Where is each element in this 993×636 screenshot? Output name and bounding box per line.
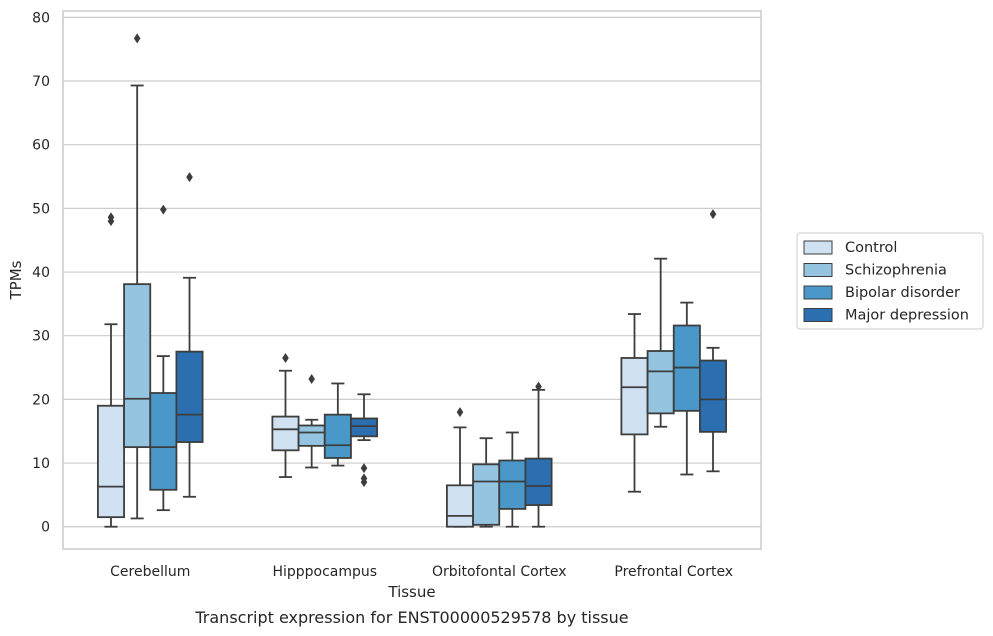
chart-caption: Transcript expression for ENST0000052957…	[194, 608, 628, 627]
box-iqr	[472, 463, 501, 526]
box-iqr	[350, 417, 378, 438]
box-iqr	[524, 457, 553, 506]
box-group	[271, 352, 300, 478]
x-tick-label: Cerebellum	[110, 564, 190, 580]
y-tick-label: 70	[32, 74, 50, 90]
y-tick-label: 60	[32, 138, 50, 154]
legend: Control Schizophrenia Bipolar disorder Majo…	[796, 232, 984, 330]
plot-area-frame	[62, 10, 762, 550]
box-group	[472, 437, 501, 528]
box-iqr	[97, 404, 125, 519]
box-iqr	[646, 350, 675, 415]
y-axis-label: TPMs	[7, 260, 25, 300]
box-iqr	[620, 357, 649, 436]
outlier-marker	[360, 463, 368, 474]
box-group	[672, 301, 701, 476]
box-group	[445, 407, 474, 528]
y-tick-label: 30	[32, 329, 50, 345]
outlier-marker	[709, 209, 717, 220]
y-tick-label: 40	[32, 265, 50, 281]
box-iqr	[297, 424, 326, 447]
legend-frame	[796, 232, 984, 330]
legend-label: Schizophrenia	[845, 263, 947, 279]
x-axis-ticks: Cerebellum Hipppocampus Orbitofontal Corte…	[110, 564, 733, 580]
outlier-marker	[282, 352, 289, 363]
box-group	[297, 374, 326, 469]
y-tick-label: 20	[32, 392, 50, 408]
box-group	[524, 381, 553, 528]
box-iqr	[323, 413, 352, 459]
outlier-marker	[360, 473, 368, 484]
box-iqr	[699, 359, 727, 433]
outlier-marker	[160, 204, 167, 215]
box-group	[323, 382, 352, 467]
outlier-marker	[456, 407, 464, 418]
outlier-marker	[107, 212, 115, 223]
legend-label: Bipolar disorder	[845, 285, 960, 301]
outlier-marker	[186, 172, 193, 183]
box-group	[350, 393, 378, 488]
box-group	[699, 209, 727, 473]
box-group	[498, 431, 527, 528]
box-iqr	[175, 350, 204, 443]
box-group	[149, 204, 178, 512]
x-tick-label: Hipppocampus	[272, 564, 377, 580]
box-iqr	[498, 459, 527, 510]
legend-label: Major depression	[845, 308, 969, 324]
legend-swatch	[803, 308, 833, 322]
y-tick-label: 0	[41, 520, 50, 536]
box-group	[123, 33, 152, 520]
box-iqr	[445, 484, 474, 528]
legend-swatch	[803, 285, 833, 300]
boxes	[97, 33, 727, 528]
y-axis-ticks: 0 10 20 30 40 50 60 70 80	[32, 10, 50, 535]
box-iqr	[149, 392, 178, 491]
x-tick-label: Prefrontal Cortex	[614, 564, 733, 580]
box-group	[97, 212, 125, 528]
outlier-marker	[308, 374, 315, 385]
legend-swatch	[803, 263, 833, 277]
legend-swatch	[803, 240, 833, 255]
y-tick-label: 80	[32, 10, 50, 26]
y-tick-label: 50	[32, 201, 50, 217]
box-group	[620, 313, 649, 493]
legend-label: Control	[845, 240, 897, 256]
x-axis-label: Tissue	[387, 583, 435, 601]
x-tick-label: Orbitofontal Cortex	[432, 564, 567, 580]
box-group	[646, 257, 675, 428]
outlier-marker	[535, 381, 542, 392]
box-group	[175, 172, 204, 498]
legend-items: Control Schizophrenia Bipolar disorder Majo…	[803, 240, 969, 324]
box-iqr	[123, 283, 152, 449]
y-tick-label: 10	[32, 456, 50, 472]
outlier-marker	[133, 33, 141, 44]
box-iqr	[271, 415, 300, 452]
